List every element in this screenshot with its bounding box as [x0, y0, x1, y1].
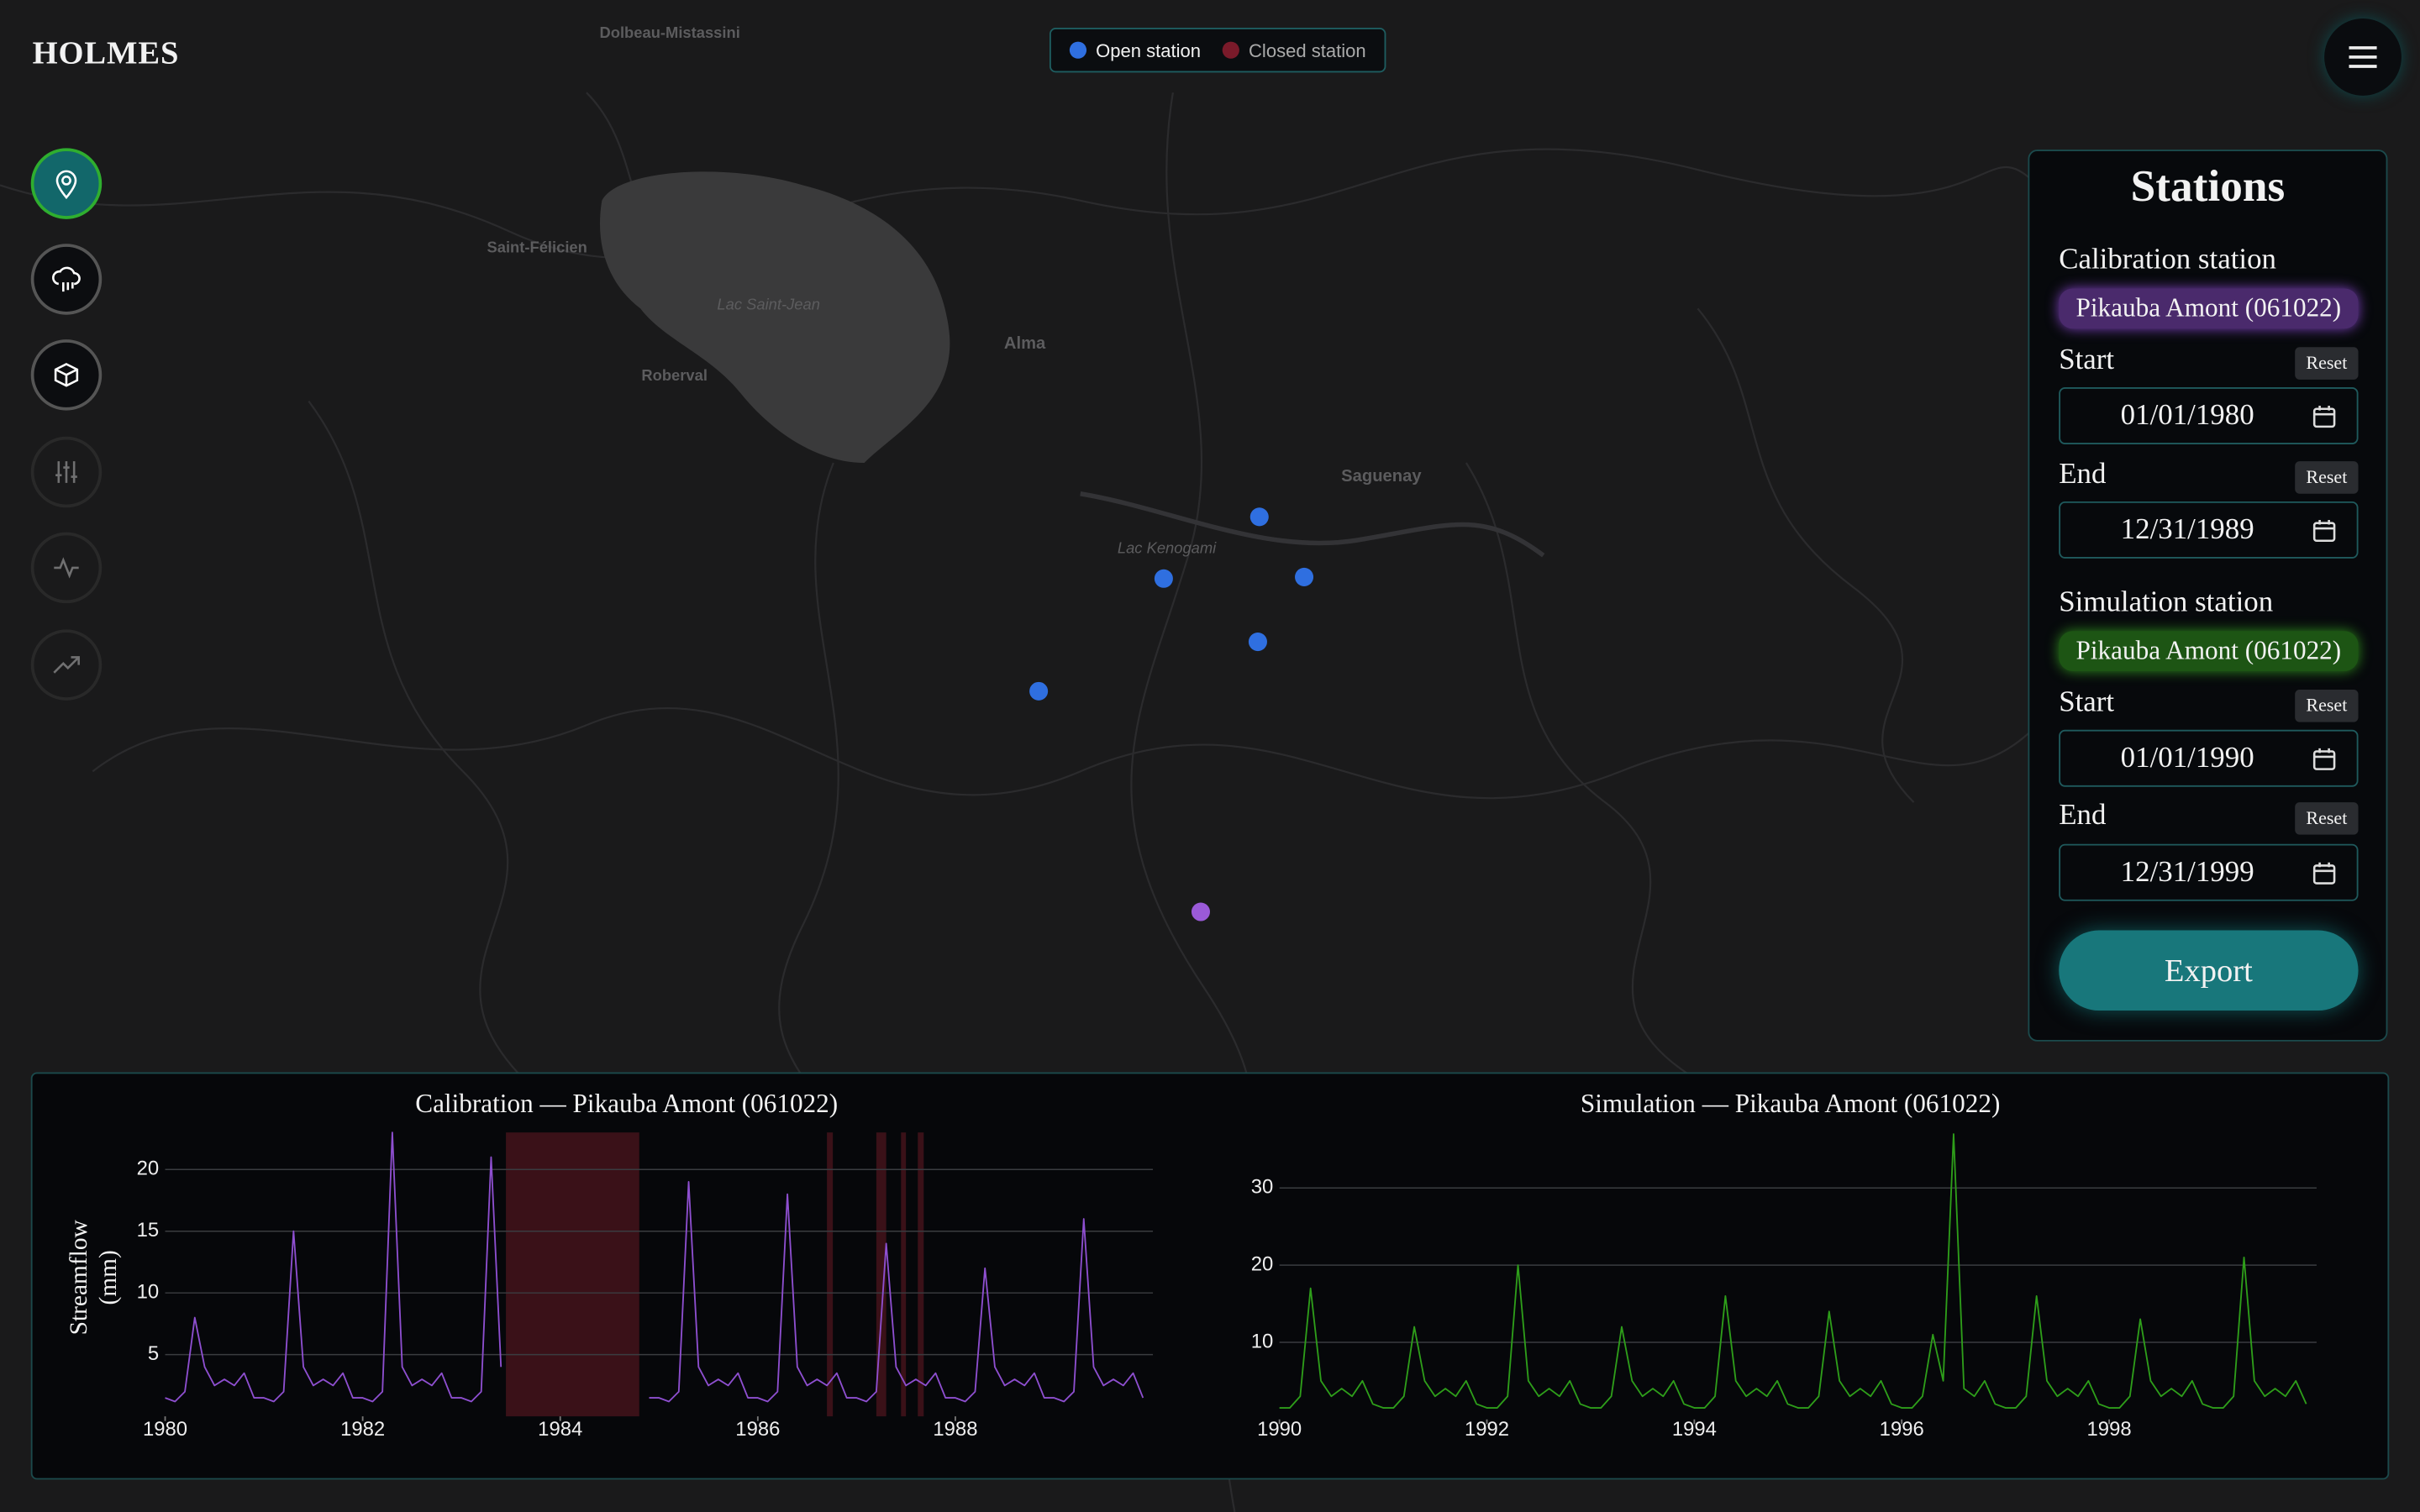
x-tick-label: 1990 — [1257, 1418, 1302, 1441]
legend-label: Open station — [1096, 39, 1202, 61]
calendar-icon[interactable] — [2312, 861, 2336, 885]
calendar-icon[interactable] — [2312, 747, 2336, 771]
station-marker[interactable] — [1029, 681, 1049, 701]
nav-settings[interactable] — [30, 436, 103, 508]
field-label: Start — [2059, 344, 2115, 377]
reset-button[interactable]: Reset — [2295, 347, 2359, 380]
reset-button[interactable]: Reset — [2295, 461, 2359, 494]
chart-title: Simulation — Pikauba Amont (061022) — [1581, 1089, 2000, 1118]
field-label: Calibration station — [2059, 244, 2277, 276]
date-value: 01/01/1980 — [2120, 398, 2254, 432]
y-tick-label: 15 — [137, 1219, 160, 1242]
station-marker[interactable] — [1191, 902, 1211, 921]
closed-period — [827, 1132, 834, 1417]
map-label: Lac Kenogami — [1118, 539, 1217, 557]
date-input[interactable]: 01/01/1980 — [2059, 387, 2359, 444]
x-tick-label: 1982 — [340, 1418, 385, 1441]
lake — [599, 171, 950, 464]
nav-signal[interactable] — [30, 532, 103, 604]
y-tick-label: 20 — [1251, 1252, 1274, 1275]
field-label: End — [2059, 458, 2107, 491]
panel-title: Stations — [2130, 161, 2286, 212]
closed-period — [506, 1132, 639, 1417]
charts-panel — [30, 1072, 2390, 1480]
date-value: 12/31/1989 — [2120, 512, 2254, 546]
map-label: Alma — [1004, 334, 1046, 353]
nav-trend[interactable] — [30, 629, 103, 701]
station-marker[interactable] — [1248, 633, 1267, 652]
legend-label: Closed station — [1249, 39, 1366, 61]
closed-period — [901, 1132, 907, 1417]
station-marker[interactable] — [1295, 567, 1314, 586]
icon — [53, 656, 80, 674]
y-tick-label: 10 — [1251, 1330, 1274, 1352]
date-input[interactable]: 12/31/1989 — [2059, 501, 2359, 559]
icon — [55, 170, 77, 199]
rivers — [0, 92, 2039, 1512]
date-input[interactable]: 12/31/1999 — [2059, 843, 2359, 901]
closed-period — [876, 1132, 886, 1417]
map-label: Lac Saint-Jean — [717, 296, 819, 313]
icon — [52, 266, 81, 292]
nav-model[interactable] — [30, 339, 103, 411]
x-tick-label: 1992 — [1465, 1418, 1509, 1441]
legend-swatch — [1222, 41, 1239, 59]
field-label: End — [2059, 799, 2107, 832]
date-value: 12/31/1999 — [2120, 855, 2254, 889]
station-marker[interactable] — [1154, 569, 1173, 588]
x-tick-label: 1980 — [143, 1418, 187, 1441]
icon — [55, 461, 77, 483]
calendar-icon[interactable] — [2312, 518, 2336, 543]
date-input[interactable]: 01/01/1990 — [2059, 729, 2359, 787]
date-value: 01/01/1990 — [2120, 741, 2254, 774]
stations — [1029, 507, 1314, 921]
map-legend: Open station Closed station — [1049, 28, 1386, 73]
station-pill[interactable]: Pikauba Amont (061022) — [2059, 631, 2359, 671]
chart-title: Calibration — Pikauba Amont (061022) — [415, 1089, 838, 1118]
icon — [54, 363, 79, 387]
brand: HOLMES — [32, 34, 180, 71]
map-label: Saguenay — [1341, 467, 1422, 486]
map-label: Saint-Félicien — [487, 239, 587, 256]
nav-stations[interactable] — [30, 148, 103, 219]
menu-button[interactable] — [2324, 18, 2402, 96]
closed-period — [918, 1132, 924, 1417]
y-tick-label: 20 — [137, 1158, 160, 1180]
field-label: Start — [2059, 686, 2115, 719]
x-tick-label: 1984 — [538, 1418, 582, 1441]
calendar-icon[interactable] — [2312, 404, 2336, 428]
reset-button[interactable]: Reset — [2295, 690, 2359, 722]
y-axis-label: Streamflow (mm) — [66, 1220, 123, 1336]
icon — [54, 557, 79, 579]
menu-icon — [2349, 46, 2377, 68]
x-tick-label: 1998 — [2087, 1418, 2132, 1441]
x-tick-label: 1988 — [933, 1418, 977, 1441]
x-tick-label: 1986 — [735, 1418, 780, 1441]
series-line — [1279, 1133, 2307, 1409]
nav-meteo[interactable] — [30, 244, 103, 315]
y-tick-label: 30 — [1251, 1176, 1274, 1199]
reset-button[interactable]: Reset — [2295, 802, 2359, 835]
x-tick-label: 1996 — [1880, 1418, 1924, 1441]
field-label: Simulation station — [2059, 585, 2274, 619]
y-tick-label: 10 — [137, 1280, 160, 1303]
station-marker[interactable] — [1249, 507, 1269, 527]
station-pill[interactable]: Pikauba Amont (061022) — [2059, 288, 2359, 329]
x-tick-label: 1994 — [1672, 1418, 1717, 1441]
series-line — [165, 1131, 1144, 1403]
y-tick-label: 5 — [148, 1342, 159, 1365]
map-label: Roberval — [641, 366, 708, 384]
export-button[interactable]: Export — [2059, 930, 2359, 1011]
legend-swatch — [1069, 41, 1087, 59]
map-label: Dolbeau-Mistassini — [599, 24, 739, 41]
